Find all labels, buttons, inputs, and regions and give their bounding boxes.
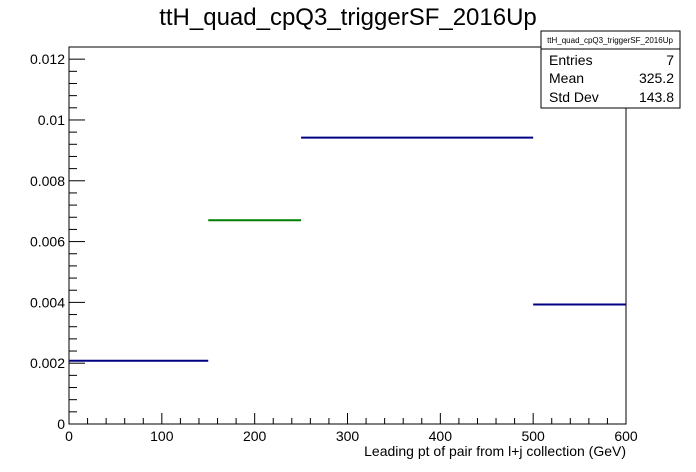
x-tick-label: 100 (150, 428, 174, 444)
y-tick-label: 0.012 (30, 51, 65, 67)
x-axis-title: Leading pt of pair from l+j collection (… (364, 443, 626, 459)
stats-box-frame (540, 30, 681, 109)
x-tick-label: 600 (614, 428, 638, 444)
stats-box: ttH_quad_cpQ3_triggerSF_2016Up Entries 7… (540, 30, 681, 109)
y-tick-label: 0.002 (30, 355, 65, 371)
x-tick-label: 300 (336, 428, 360, 444)
x-axis-ticks: 0 100 200 300 400 500 600 (65, 413, 638, 444)
chart-title: ttH_quad_cpQ3_triggerSF_2016Up (159, 4, 537, 31)
stats-stddev-value: 143.8 (639, 89, 674, 105)
x-tick-label: 0 (65, 428, 73, 444)
y-tick-label: 0.004 (30, 294, 65, 310)
y-tick-label: 0.006 (30, 234, 65, 250)
stats-entries-label: Entries (549, 52, 593, 68)
stats-mean-label: Mean (549, 70, 584, 86)
histogram-bins (69, 136, 626, 362)
stats-mean-value: 325.2 (639, 70, 674, 86)
x-tick-label: 500 (521, 428, 545, 444)
y-axis-ticks: 0 0.002 0.004 0.006 0.008 0.01 0.012 (30, 46, 85, 432)
stats-stddev-label: Std Dev (549, 89, 599, 105)
x-tick-label: 200 (243, 428, 267, 444)
y-tick-label: 0.01 (38, 112, 65, 128)
y-tick-label: 0.008 (30, 173, 65, 189)
stats-box-title: ttH_quad_cpQ3_triggerSF_2016Up (547, 36, 673, 45)
stats-entries-value: 7 (666, 52, 674, 68)
x-tick-label: 400 (429, 428, 453, 444)
y-tick-label: 0 (57, 416, 65, 432)
